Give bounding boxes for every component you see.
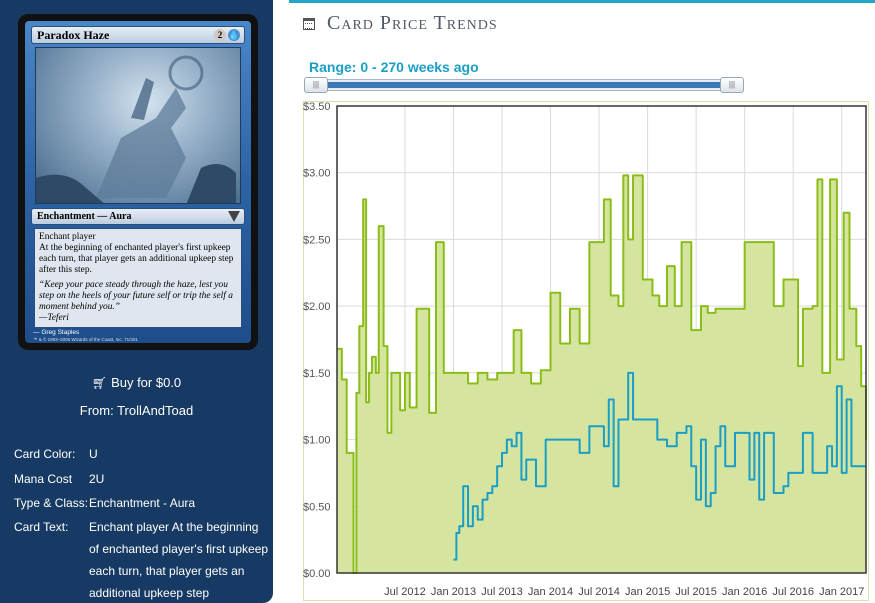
card-text-box: Enchant player At the beginning of encha… bbox=[34, 228, 242, 328]
range-label: Range: 0 - 270 weeks ago bbox=[309, 59, 479, 75]
blue-mana-icon: 💧 bbox=[228, 29, 240, 41]
price-chart-svg: $0.00 $0.50 $1.00 $1.50 $2.00 $2.50 $3.00 $3.50… bbox=[303, 101, 869, 601]
detail-value: Enchantment - Aura bbox=[89, 496, 196, 510]
card-artwork-illustration bbox=[36, 55, 236, 203]
detail-value: Enchant player At the beginning of encha… bbox=[89, 520, 269, 600]
accent-rule bbox=[289, 0, 875, 3]
slider-handle-max[interactable]: ||| bbox=[720, 77, 744, 93]
card-frame: Paradox Haze 2 💧 Enchantment — Aura bbox=[25, 21, 251, 343]
y-tick-label: $0.00 bbox=[303, 568, 331, 580]
y-tick-label: $2.50 bbox=[303, 234, 331, 246]
mana-cost-symbols: 2 💧 bbox=[214, 29, 240, 41]
buy-link[interactable]: 🛒︎ Buy for $0.0 bbox=[0, 375, 273, 390]
y-tick-label: $0.50 bbox=[303, 501, 331, 513]
x-tick-label: Jul 2014 bbox=[578, 586, 620, 598]
slider-handle-min[interactable]: ||| bbox=[304, 77, 328, 93]
x-tick-label: Jan 2013 bbox=[431, 586, 476, 598]
y-tick-label: $3.00 bbox=[303, 168, 331, 180]
price-line-green bbox=[337, 174, 867, 574]
set-symbol-icon bbox=[228, 211, 240, 222]
detail-label: Type & Class: bbox=[14, 496, 89, 510]
detail-value: U bbox=[89, 447, 98, 461]
detail-label: Card Text: bbox=[14, 520, 69, 534]
x-tick-label: Jul 2012 bbox=[384, 586, 426, 598]
price-line-blue bbox=[453, 371, 866, 561]
card-info-panel: Paradox Haze 2 💧 Enchantment — Aura bbox=[0, 0, 273, 603]
price-trends-header: Card Price Trends bbox=[303, 12, 498, 35]
flavor-text: “Keep your pace steady through the haze,… bbox=[39, 280, 233, 312]
shopping-cart-icon: 🛒︎ bbox=[91, 376, 108, 390]
section-title: Card Price Trends bbox=[327, 12, 498, 34]
slider-selected-range bbox=[314, 82, 730, 88]
price-chart: $0.00 $0.50 $1.00 $1.50 $2.00 $2.50 $3.00 $3.50… bbox=[303, 101, 869, 603]
card-title-bar: Paradox Haze 2 💧 bbox=[31, 26, 245, 44]
card-image: Paradox Haze 2 💧 Enchantment — Aura bbox=[18, 14, 258, 350]
card-type-text: Enchantment — Aura bbox=[37, 211, 132, 222]
seller-label: From: TrollAndToad bbox=[79, 403, 194, 418]
y-tick-label: $3.50 bbox=[303, 101, 331, 113]
y-tick-label: $2.00 bbox=[303, 301, 331, 313]
buy-label: Buy for $0.0 bbox=[111, 375, 182, 390]
y-tick-label: $1.00 bbox=[303, 435, 331, 447]
rules-line-2: At the beginning of enchanted player's f… bbox=[39, 243, 234, 275]
artist-name: Greg Staples bbox=[41, 329, 80, 336]
x-tick-label: Jan 2017 bbox=[819, 586, 864, 598]
detail-label: Card Color: bbox=[14, 447, 76, 461]
x-tick-label: Jul 2013 bbox=[481, 586, 523, 598]
series-area-fill bbox=[337, 175, 866, 573]
plot-area-border bbox=[336, 105, 867, 574]
x-tick-label: Jan 2016 bbox=[722, 586, 767, 598]
generic-mana-icon: 2 bbox=[214, 29, 226, 41]
rules-line-1: Enchant player bbox=[39, 232, 96, 242]
y-tick-label: $1.50 bbox=[303, 368, 331, 380]
range-slider[interactable]: ||| ||| bbox=[304, 77, 744, 93]
x-tick-label: Jan 2014 bbox=[528, 586, 573, 598]
x-tick-label: Jul 2015 bbox=[675, 586, 717, 598]
x-tick-label: Jan 2015 bbox=[625, 586, 670, 598]
x-tick-label: Jul 2016 bbox=[772, 586, 814, 598]
flavor-attribution: —Teferi bbox=[39, 313, 69, 323]
artist-credit: — Greg Staples bbox=[33, 329, 80, 336]
card-name: Paradox Haze bbox=[37, 28, 110, 42]
detail-value: 2U bbox=[89, 472, 105, 486]
copyright-line: ™ & © 1993–2006 Wizards of the Coast, In… bbox=[33, 337, 138, 342]
card-artwork bbox=[35, 47, 241, 204]
card-type-line: Enchantment — Aura bbox=[31, 208, 245, 225]
calendar-icon bbox=[303, 17, 315, 30]
detail-label: Mana Cost bbox=[14, 472, 73, 486]
